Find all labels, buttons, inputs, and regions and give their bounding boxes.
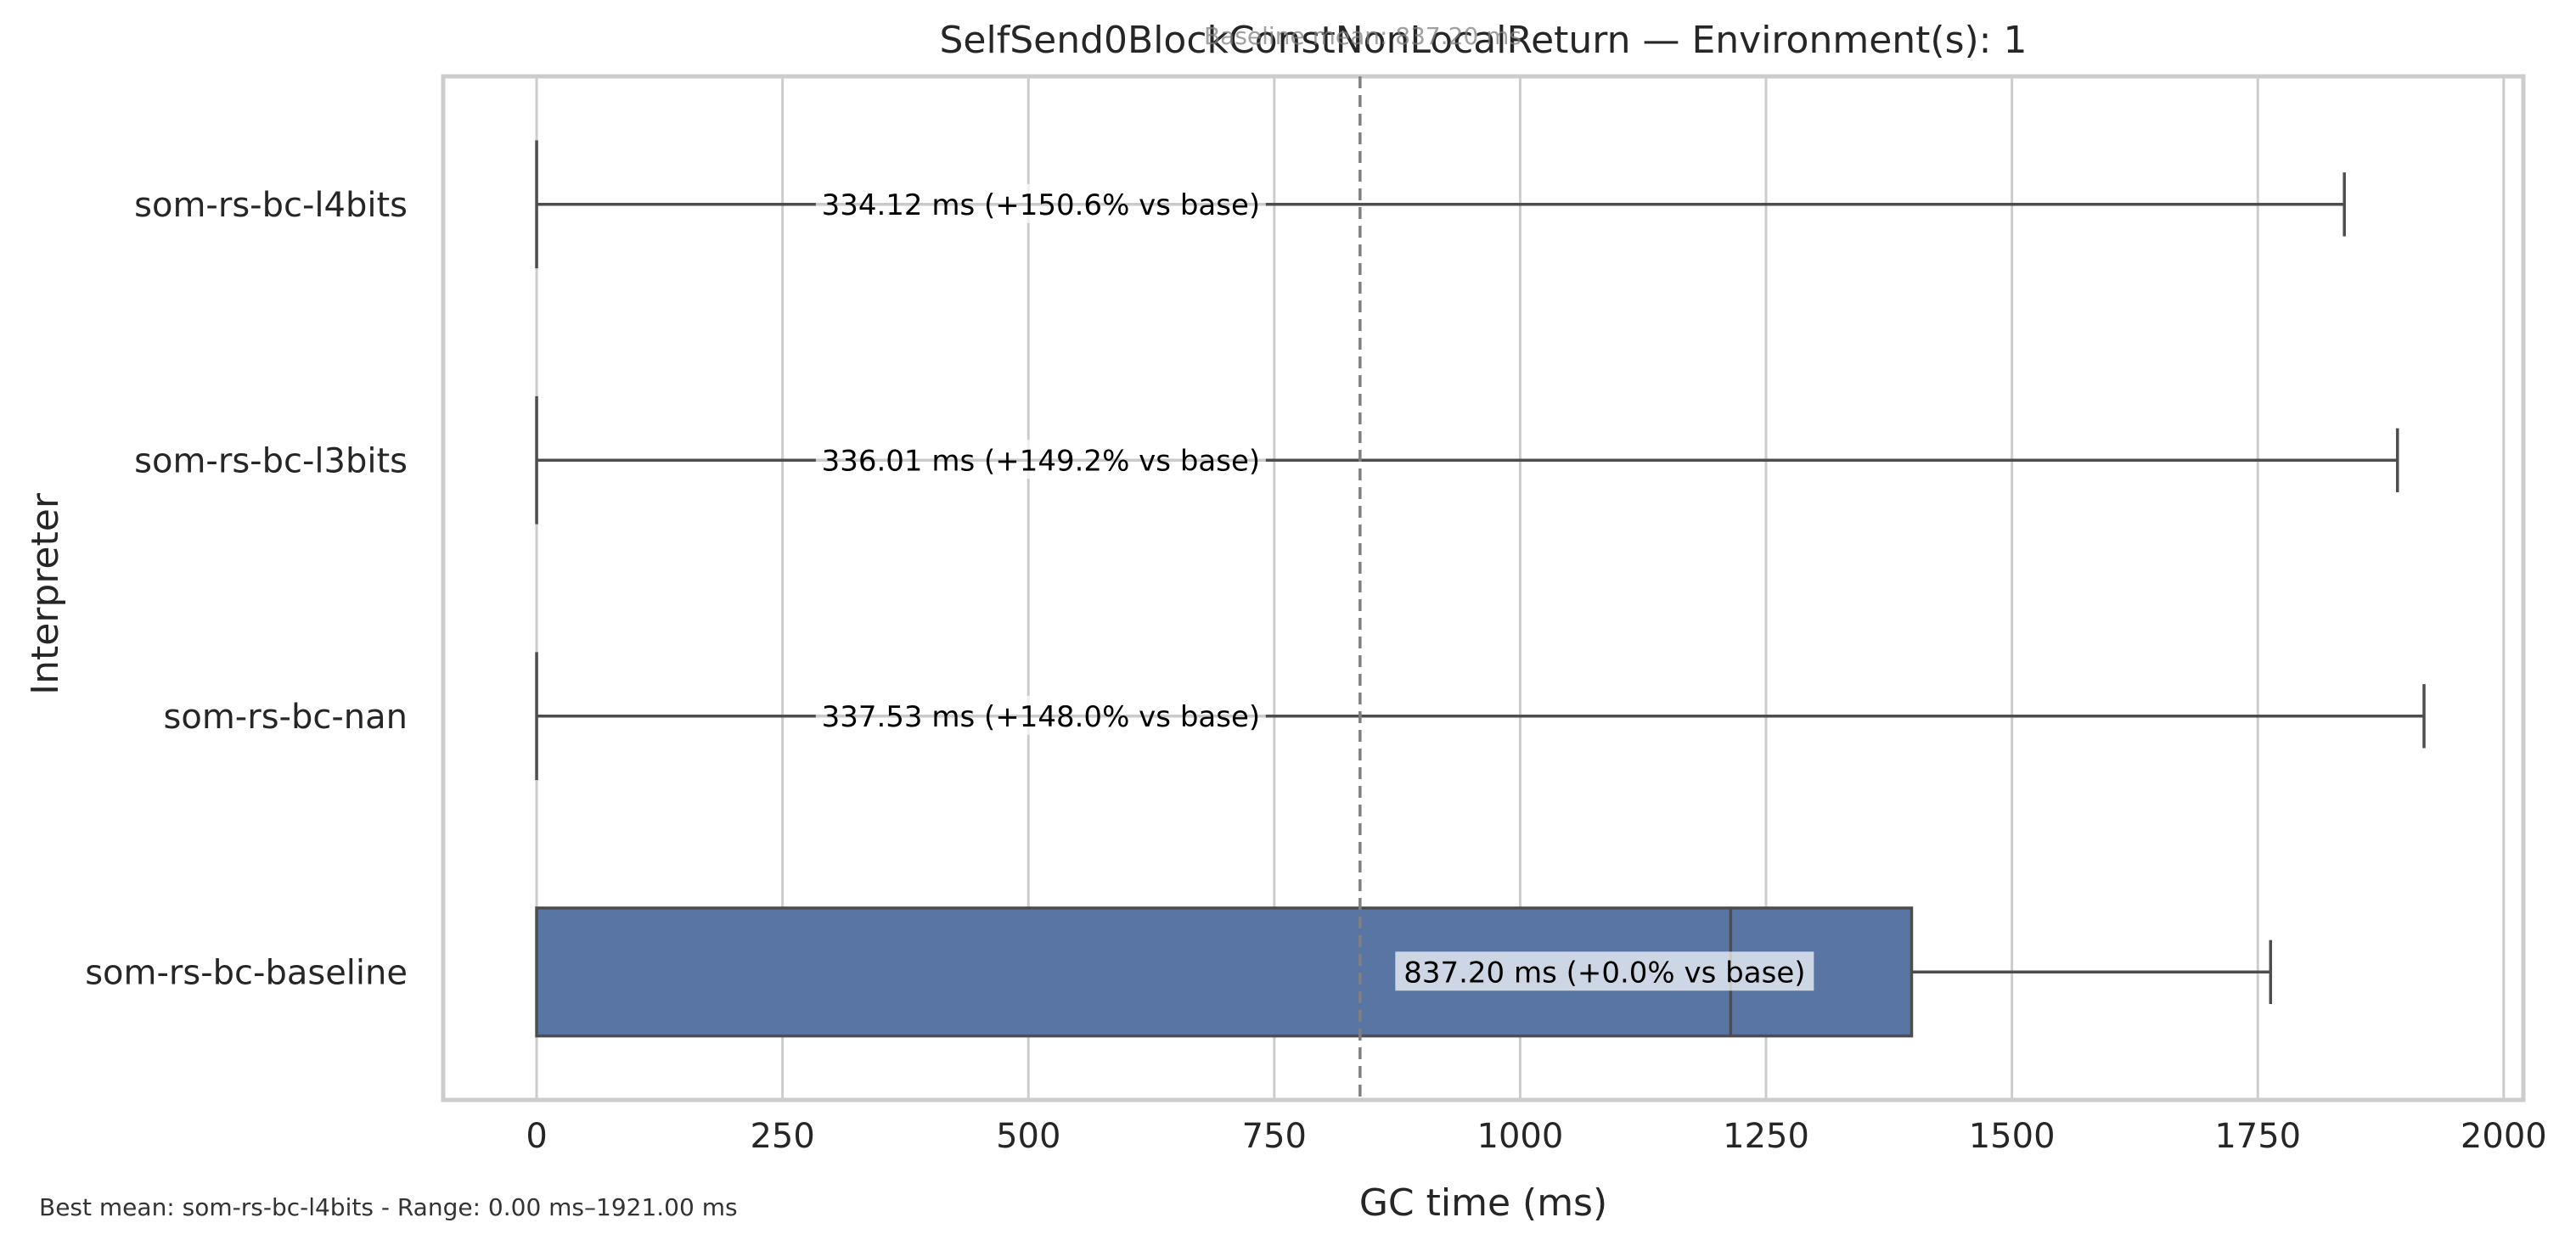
grid-lines	[535, 76, 2506, 1100]
value-label-background	[815, 183, 1266, 223]
value-label-background	[1395, 951, 1814, 991]
value-label-background	[815, 695, 1266, 735]
value-label-text: 837.20 ms (+0.0% vs base)	[1403, 956, 1805, 990]
value-label: 337.53 ms (+148.0% vs base)	[815, 695, 1266, 735]
x-tick-label: 0	[526, 1117, 547, 1156]
y-tick-label: som-rs-bc-baseline	[85, 953, 408, 992]
value-label-text: 334.12 ms (+150.6% vs base)	[822, 188, 1261, 222]
y-axis-label: Interpreter	[24, 492, 67, 695]
x-tick-label: 500	[996, 1117, 1060, 1156]
x-tick-label: 1000	[1477, 1117, 1564, 1156]
x-tick-label: 250	[750, 1117, 814, 1156]
y-tick-label: som-rs-bc-l4bits	[134, 186, 408, 225]
value-label: 837.20 ms (+0.0% vs base)	[1395, 951, 1814, 991]
box-series	[535, 395, 2399, 525]
baseline-mean-label: Baseline mean: 837.20 ms	[1204, 22, 1521, 50]
value-label-text: 336.01 ms (+149.2% vs base)	[822, 444, 1261, 478]
value-label-text: 337.53 ms (+148.0% vs base)	[822, 700, 1261, 734]
x-tick-label: 2000	[2461, 1117, 2547, 1156]
x-axis-label: GC time (ms)	[1359, 1181, 1607, 1225]
x-tick-label: 1500	[1969, 1117, 2056, 1156]
series-marks	[535, 140, 2426, 1038]
plot-area-frame	[441, 74, 2526, 1102]
box-series	[535, 140, 2346, 269]
x-tick-label: 1250	[1723, 1117, 1809, 1156]
value-labels: 334.12 ms (+150.6% vs base) 336.01 ms (+1…	[815, 183, 1814, 991]
chart-title: SelfSend0BlockConstNonLocalReturn — Envi…	[940, 19, 2028, 62]
value-label: 336.01 ms (+149.2% vs base)	[815, 440, 1266, 480]
footer-note: Best mean: som-rs-bc-l4bits - Range: 0.0…	[39, 1193, 738, 1221]
y-tick-label: som-rs-bc-nan	[164, 698, 408, 737]
y-tick-labels: som-rs-bc-l4bits som-rs-bc-l3bits som-rs-b…	[85, 186, 408, 993]
value-label-background	[815, 440, 1266, 480]
x-tick-label: 750	[1242, 1117, 1307, 1156]
y-tick-label: som-rs-bc-l3bits	[134, 441, 408, 480]
x-tick-labels: 0 250 500 750 1000 1250 1500 1750 2000	[526, 1117, 2546, 1156]
x-tick-label: 1750	[2214, 1117, 2301, 1156]
value-label: 334.12 ms (+150.6% vs base)	[815, 183, 1266, 223]
